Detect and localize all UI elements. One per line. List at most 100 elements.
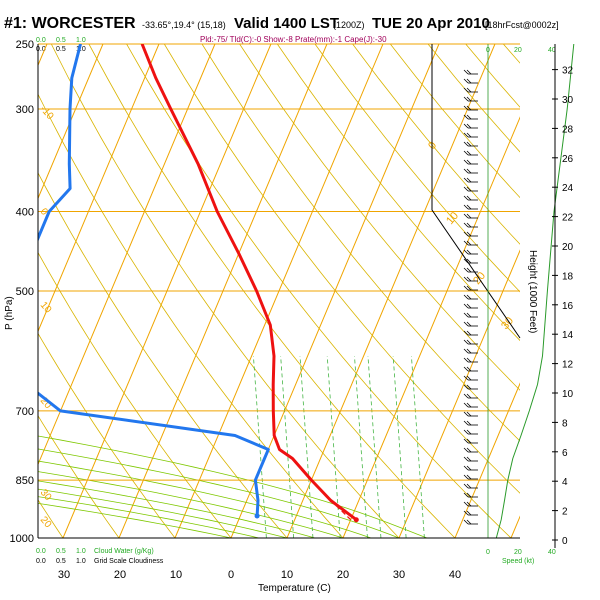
speed-tick-0: 0 xyxy=(486,549,490,556)
dewpoint-point xyxy=(254,479,257,481)
wind-barb-flag xyxy=(463,87,469,93)
wind-barb xyxy=(463,501,478,507)
wind-barb-flag xyxy=(466,141,472,147)
wind-barb-flag xyxy=(466,87,472,93)
y-axis-title: P (hPa) xyxy=(4,296,15,330)
wind-barb-flag xyxy=(466,294,472,300)
wind-barb xyxy=(463,96,478,102)
dewpoint-point xyxy=(234,434,236,437)
temperature-point xyxy=(273,434,275,437)
dewpoint-point xyxy=(69,187,71,190)
grid-scale-label: Grid Scale Cloudiness xyxy=(94,558,164,565)
wind-barb-flag xyxy=(463,393,469,399)
pressure-tick-label: 250 xyxy=(16,39,34,51)
pressure-tick-label: 850 xyxy=(16,475,34,487)
wind-barb-flag xyxy=(463,177,469,183)
wind-barb xyxy=(463,474,478,480)
height-tick-label: 24 xyxy=(562,183,574,194)
height-tick-label: 26 xyxy=(562,154,574,165)
temperature-point xyxy=(255,290,258,292)
dewpoint-point xyxy=(26,384,28,386)
wind-barb-flag xyxy=(466,105,472,111)
wind-barb-flag xyxy=(463,519,469,525)
wind-barb-flag xyxy=(463,321,469,327)
grid-scale-1: 0.5 xyxy=(56,558,66,565)
wind-barb xyxy=(463,456,478,462)
wind-barb xyxy=(463,312,478,318)
height-tick-label: 32 xyxy=(562,66,574,77)
wind-barb xyxy=(463,105,478,111)
wind-barb-flag xyxy=(466,447,472,453)
wind-barb-flag xyxy=(466,393,472,399)
dewpoint-point xyxy=(68,163,71,165)
wind-barb-flag xyxy=(466,366,472,372)
dewpoint-point xyxy=(27,355,29,357)
dewpoint-profile xyxy=(38,44,270,517)
wind-barb-flag xyxy=(463,303,469,309)
wind-barb-flag xyxy=(466,492,472,498)
wind-barb-flag xyxy=(466,132,472,138)
height-tick-label: 4 xyxy=(562,477,568,488)
dry-adiabat xyxy=(38,93,344,538)
wind-barb-flag xyxy=(466,267,472,273)
dry-adiabat xyxy=(163,44,520,494)
wind-barb xyxy=(463,249,478,255)
wind-barb xyxy=(463,177,478,183)
temperature-point xyxy=(269,324,272,326)
dewpoint-point xyxy=(31,253,33,255)
wind-barb xyxy=(463,123,478,129)
dewpoint-point xyxy=(59,410,62,412)
pressure-tick-label: 1000 xyxy=(10,533,34,545)
y2-axis-title: Height (1000 Feet) xyxy=(527,250,538,333)
x-tick-label: 20 xyxy=(337,569,349,581)
wind-barb xyxy=(463,321,478,327)
wind-barb xyxy=(463,384,478,390)
cloud-water-0: 0.0 xyxy=(36,548,46,555)
dry-adiabat xyxy=(38,415,120,538)
wind-barb-flag xyxy=(466,177,472,183)
mixing-ratio-line xyxy=(354,355,368,538)
mixing-ratio-label: 8 xyxy=(257,539,266,549)
wind-barb xyxy=(463,465,478,471)
wind-barb-flag xyxy=(463,285,469,291)
dewpoint-point xyxy=(71,77,73,79)
wind-barb-flag xyxy=(463,69,469,75)
wind-barb-flag xyxy=(463,411,469,417)
forecast-label: [18hrFcst@0002z] xyxy=(485,20,559,30)
dry-adiabat xyxy=(389,44,520,199)
wind-barb xyxy=(463,420,478,426)
height-tick-label: 0 xyxy=(562,536,568,547)
wind-barb-flag xyxy=(463,447,469,453)
wind-barb xyxy=(463,294,478,300)
wind-barb xyxy=(463,231,478,237)
dry-adiabat xyxy=(352,44,520,245)
x-tick-label: 10 xyxy=(281,569,293,581)
surface-temperature-marker xyxy=(353,517,359,523)
wind-barb-flag xyxy=(463,438,469,444)
wind-barb-flag xyxy=(463,366,469,372)
dry-adiabat xyxy=(201,44,520,442)
pressure-tick-label: 700 xyxy=(16,406,34,418)
wind-barb xyxy=(463,213,478,219)
wind-barb-flag xyxy=(463,375,469,381)
cloud-water-label: Cloud Water (g/Kg) xyxy=(94,548,154,555)
wind-barb-flag xyxy=(466,249,472,255)
wind-barb-flag xyxy=(463,132,469,138)
wind-barb xyxy=(463,429,478,435)
wind-barb xyxy=(463,276,478,282)
station-title: #1: WORCESTER xyxy=(4,15,136,32)
mixing-ratio-label: 20 xyxy=(347,537,360,550)
wind-barb-flag xyxy=(463,501,469,507)
wind-barb-flag xyxy=(463,483,469,489)
station-location: -33.65°,19.4° (15,18) xyxy=(142,20,226,30)
wind-barb xyxy=(463,519,478,525)
wind-barb-flag xyxy=(466,501,472,507)
isotherm-label: 0 xyxy=(38,206,50,218)
height-tick-label: 18 xyxy=(562,271,574,282)
stability-indices: Pld:-75/ Tld(C):-0 Show:-8 Prate(mm):-1 … xyxy=(200,35,387,44)
wind-barb xyxy=(463,114,478,120)
wind-barb-flag xyxy=(466,474,472,480)
wind-barb-flag xyxy=(466,429,472,435)
height-tick-label: 6 xyxy=(562,448,568,459)
x-axis-title: Temperature (C) xyxy=(258,583,331,594)
